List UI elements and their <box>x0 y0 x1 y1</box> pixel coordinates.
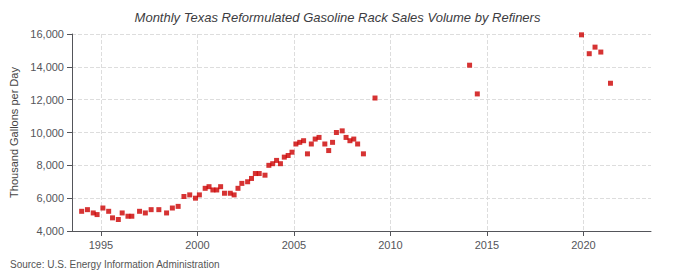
svg-text:8,000: 8,000 <box>36 159 64 171</box>
svg-text:6,000: 6,000 <box>36 192 64 204</box>
svg-text:Monthly Texas Reformulated Gas: Monthly Texas Reformulated Gasoline Rack… <box>135 10 541 25</box>
svg-text:2000: 2000 <box>185 239 209 251</box>
svg-text:16,000: 16,000 <box>30 28 64 40</box>
svg-text:12,000: 12,000 <box>30 94 64 106</box>
svg-text:Thousand Gallons per Day: Thousand Gallons per Day <box>8 67 20 198</box>
svg-text:Source: U.S. Energy Informatio: Source: U.S. Energy Information Administ… <box>10 259 220 270</box>
svg-text:2010: 2010 <box>378 239 402 251</box>
svg-text:2020: 2020 <box>571 239 595 251</box>
svg-text:4,000: 4,000 <box>36 225 64 237</box>
svg-text:10,000: 10,000 <box>30 127 64 139</box>
svg-text:2015: 2015 <box>475 239 499 251</box>
svg-text:2005: 2005 <box>282 239 306 251</box>
svg-text:14,000: 14,000 <box>30 61 64 73</box>
svg-text:1995: 1995 <box>89 239 113 251</box>
